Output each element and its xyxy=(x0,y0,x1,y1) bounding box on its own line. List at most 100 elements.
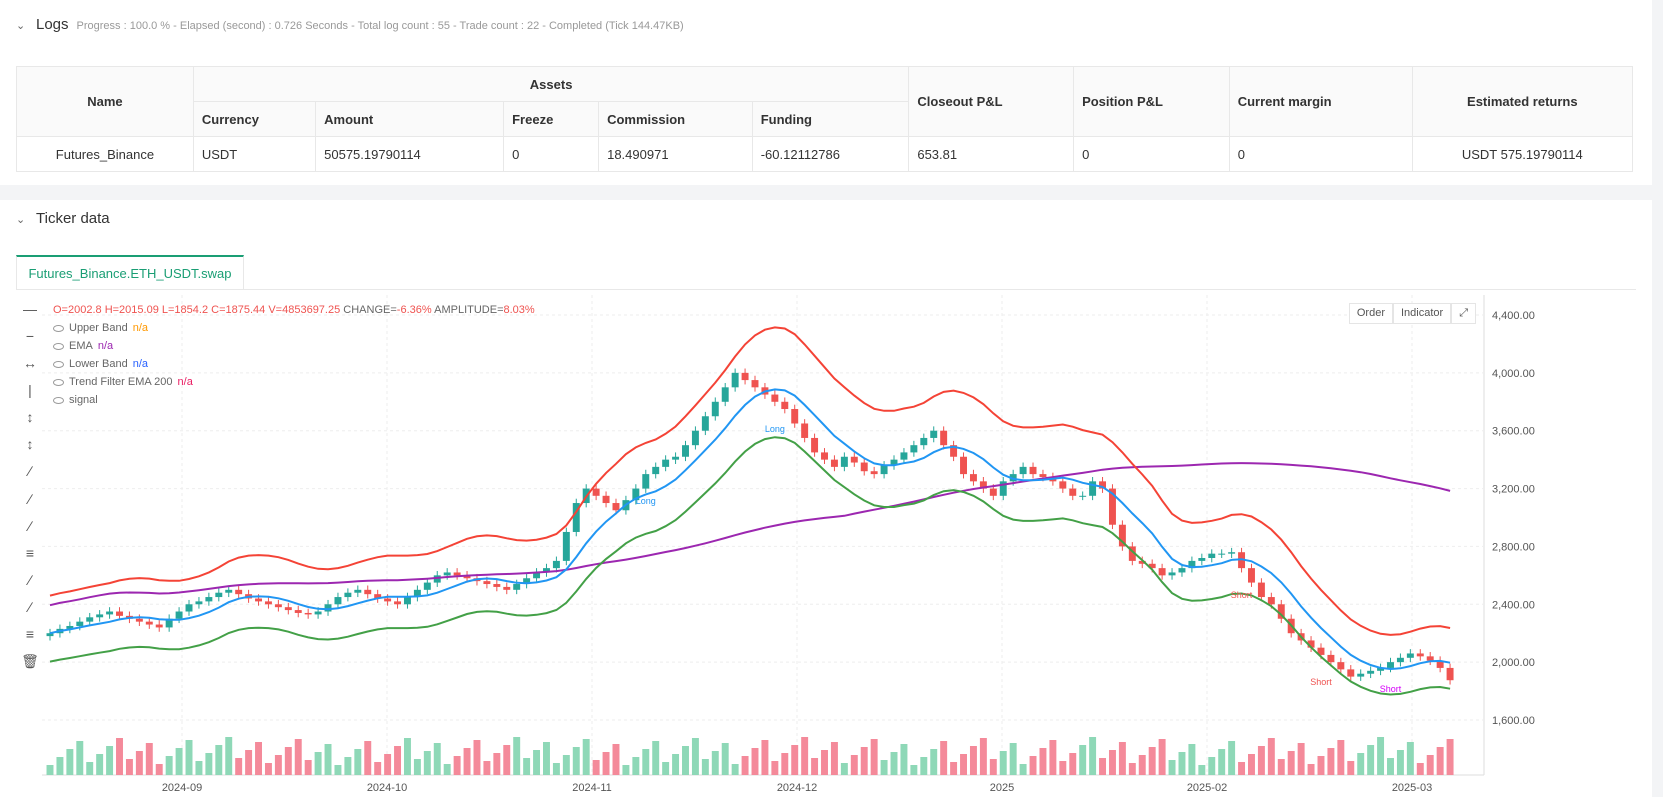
candle-body xyxy=(1248,568,1255,583)
candle-body xyxy=(1267,597,1275,605)
fibonacci-icon[interactable]: ≡ xyxy=(25,626,35,643)
candle-body xyxy=(264,601,272,605)
col-amount: Amount xyxy=(315,101,505,137)
price-line-icon[interactable]: ≡ xyxy=(25,544,35,561)
legend-trend-filter[interactable]: Trend Filter EMA 200 n/a xyxy=(53,373,535,391)
volume-bar xyxy=(1377,737,1385,775)
volume-bar xyxy=(185,740,193,775)
change-label: CHANGE= xyxy=(343,304,397,316)
volume-bar xyxy=(433,743,441,775)
candle-body xyxy=(96,614,104,618)
eye-icon[interactable] xyxy=(53,324,64,332)
legend-ema[interactable]: EMA n/a xyxy=(53,337,535,355)
vertical-ray-icon[interactable]: ↕ xyxy=(26,409,34,426)
volume-bar xyxy=(632,757,640,775)
candle-body xyxy=(513,584,521,590)
volume-bar xyxy=(1396,750,1404,775)
volume-bar xyxy=(662,762,670,775)
ticker-header[interactable]: ⌄ Ticker data xyxy=(16,210,110,227)
candle-body xyxy=(830,459,838,467)
legend-value: n/a xyxy=(132,358,149,370)
vertical-segment-icon[interactable]: ↕ xyxy=(26,436,34,453)
fullscreen-icon[interactable]: ⤢ xyxy=(1451,303,1476,324)
volume-bar xyxy=(1357,753,1365,775)
volume-bar xyxy=(106,746,114,775)
volume-bar xyxy=(860,747,868,775)
volume-bar xyxy=(741,756,749,775)
assets-table: Name Assets Closeout P&L Position P&L Cu… xyxy=(16,66,1634,172)
volume-bar xyxy=(622,765,630,775)
price-chart[interactable]: 4,400.00 4,000.00 3,600.00 3,200.00 2,800.00… xyxy=(42,295,1632,795)
eye-icon[interactable] xyxy=(53,342,64,350)
eye-icon[interactable] xyxy=(53,360,64,368)
volume-bar xyxy=(324,744,332,775)
price-channel-icon[interactable]: ∕ xyxy=(28,599,32,616)
logs-header[interactable]: ⌄ Logs Progress : 100.0 % - Elapsed (sec… xyxy=(16,16,684,33)
trash-icon[interactable]: 🗑 xyxy=(21,652,39,669)
candle-body xyxy=(145,621,153,625)
signal-label: Short xyxy=(1231,590,1253,600)
candle-body xyxy=(255,598,262,602)
candle-body xyxy=(1337,662,1345,670)
candle-body xyxy=(989,488,997,496)
volume-bar xyxy=(602,752,610,775)
candle-body xyxy=(294,610,302,613)
volume-bar xyxy=(1148,747,1156,775)
candle-body xyxy=(493,584,501,587)
candle-body xyxy=(969,474,977,482)
segment-icon[interactable]: ∕ xyxy=(28,517,32,534)
candle-body xyxy=(274,604,282,608)
x-tick-label: 2025-02 xyxy=(1187,782,1227,794)
volume-bar xyxy=(801,737,809,775)
y-tick-label: 4,400.00 xyxy=(1492,310,1535,322)
ray-line-icon[interactable]: ∕ xyxy=(28,490,32,507)
trend-line-icon[interactable]: ∕ xyxy=(28,463,32,480)
volume-bar xyxy=(1446,739,1454,775)
candle-body xyxy=(781,401,789,410)
candle-body xyxy=(185,604,193,612)
indicator-button[interactable]: Indicator xyxy=(1392,303,1452,324)
candle-body xyxy=(1257,582,1265,598)
volume-bar xyxy=(920,757,928,775)
chevron-down-icon[interactable]: ⌄ xyxy=(16,214,26,226)
tab-eth-usdt[interactable]: Futures_Binance.ETH_USDT.swap xyxy=(16,255,244,290)
legend-value: n/a xyxy=(97,340,114,352)
candle-body xyxy=(662,459,670,467)
legend-lower-band[interactable]: Lower Band n/a xyxy=(53,355,535,373)
eye-icon[interactable] xyxy=(53,378,64,386)
amplitude-value: 8.03% xyxy=(503,304,535,316)
parallel-channel-icon[interactable]: ∕ xyxy=(28,571,32,588)
eye-icon[interactable] xyxy=(53,396,64,404)
candle-body xyxy=(1208,553,1216,558)
table-row: Futures_Binance USDT 50575.19790114 0 18… xyxy=(16,136,1634,172)
chevron-down-icon[interactable]: ⌄ xyxy=(16,20,26,32)
volume-bar xyxy=(1178,752,1186,775)
volume-bar xyxy=(1218,749,1226,775)
ohlc-close: C=1875.44 xyxy=(211,304,266,316)
candle-body xyxy=(840,456,848,467)
candle-body xyxy=(1099,481,1107,489)
cell-name: Futures_Binance xyxy=(16,136,194,172)
legend-value: n/a xyxy=(132,322,149,334)
cell-closeout: 653.81 xyxy=(908,136,1075,172)
volume-bar xyxy=(334,765,342,775)
horizontal-line-icon[interactable]: — xyxy=(23,300,37,317)
horizontal-segment-icon[interactable]: ↔ xyxy=(23,354,37,371)
volume-bar xyxy=(979,738,987,775)
order-button[interactable]: Order xyxy=(1348,303,1393,324)
legend-signal[interactable]: signal xyxy=(53,391,535,409)
candle-body xyxy=(195,601,203,605)
volume-bar xyxy=(652,741,660,775)
chart-area[interactable]: — − ↔ | ↕ ↕ ∕ ∕ ∕ ≡ ∕ ∕ ≡ 🗑 4,400.00 4,00… xyxy=(16,295,1636,795)
candle-body xyxy=(940,430,948,446)
volume-bar xyxy=(503,745,511,775)
vertical-line-icon[interactable]: | xyxy=(28,381,32,398)
volume-bar xyxy=(116,738,123,775)
horizontal-ray-icon[interactable]: − xyxy=(25,327,35,344)
volume-bar xyxy=(1277,759,1285,775)
legend-upper-band[interactable]: Upper Band n/a xyxy=(53,319,535,337)
volume-bar xyxy=(56,757,64,775)
candle-body xyxy=(175,611,183,619)
x-tick-label: 2025-03 xyxy=(1392,782,1432,794)
volume-bar xyxy=(1039,748,1047,775)
